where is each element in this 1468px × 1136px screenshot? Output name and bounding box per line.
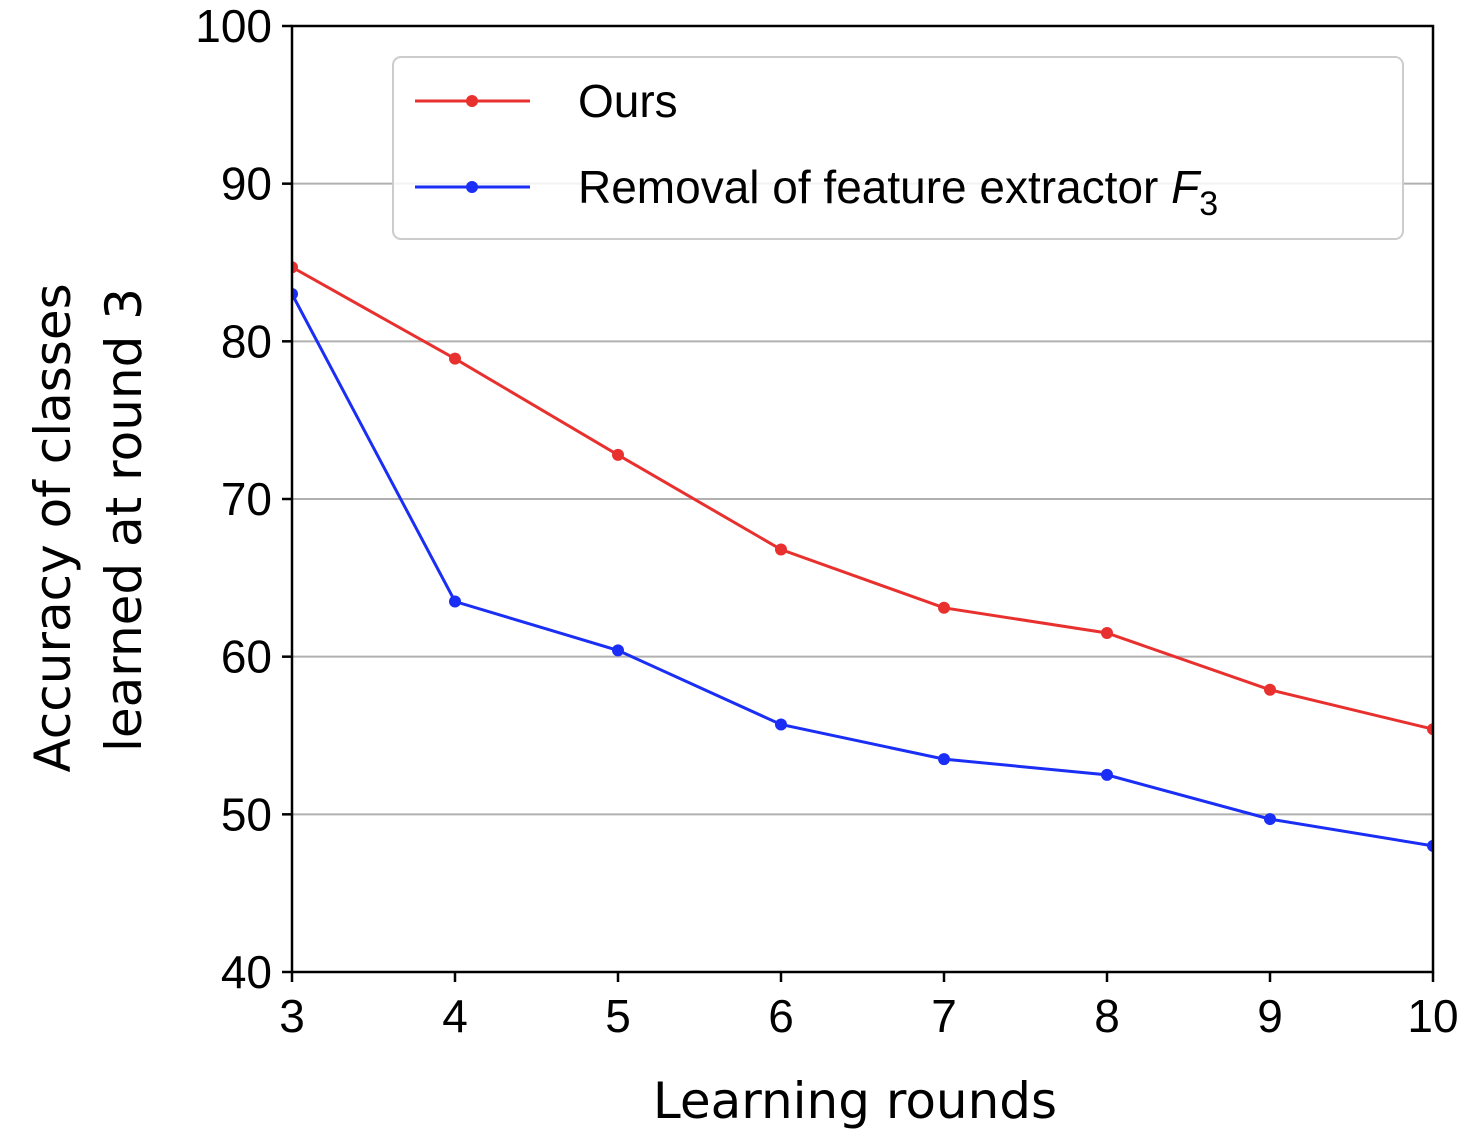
- x-tick-label-4: 4: [442, 990, 468, 1042]
- series-lines: [292, 261, 1433, 852]
- x-axis-title: Learning rounds: [653, 1072, 1057, 1130]
- x-axis: 3 4 5 6 7 8 9 10: [279, 972, 1459, 1042]
- y-tick-label-100: 100: [195, 0, 272, 52]
- series-line-0: [292, 265, 1433, 731]
- x-tick-label-8: 8: [1094, 990, 1120, 1042]
- series-1-point-7: [938, 753, 950, 766]
- x-tick-label-7: 7: [931, 990, 957, 1042]
- series-0-point-6: [775, 543, 787, 556]
- legend-label-ours: Ours: [578, 75, 678, 127]
- x-tick-label-5: 5: [605, 990, 631, 1042]
- y-axis-title-line-2: learned at round 3: [95, 288, 153, 752]
- y-tick-label-80: 80: [221, 315, 272, 367]
- gridlines: [292, 182, 1433, 816]
- series-1-point-5: [612, 644, 624, 657]
- series-1-point-8: [1101, 768, 1113, 781]
- x-tick-label-9: 9: [1257, 990, 1283, 1042]
- series-1-point-3: [292, 288, 298, 301]
- y-tick-label-90: 90: [221, 158, 272, 210]
- series-0-point-3: [292, 261, 298, 274]
- y-axis: 40 50 60 70 80 90 100: [195, 0, 292, 998]
- series-0-point-8: [1101, 627, 1113, 640]
- legend-label-removal-symbol: F: [1171, 161, 1202, 213]
- legend-marker-ours: [466, 95, 478, 107]
- y-axis-title: Accuracy of classes learned at round 3: [24, 267, 153, 772]
- legend-box: [392, 56, 1404, 240]
- y-tick-label-60: 60: [221, 631, 272, 683]
- x-tick-label-3: 3: [279, 990, 305, 1042]
- series-1-point-10: [1427, 839, 1433, 852]
- legend-label-removal-subscript: 3: [1199, 185, 1218, 223]
- y-tick-label-40: 40: [221, 946, 272, 998]
- series-0-point-5: [612, 448, 624, 461]
- series-0-point-7: [938, 601, 950, 614]
- y-axis-title-line-1: Accuracy of classes: [24, 283, 82, 772]
- y-tick-label-50: 50: [221, 788, 272, 840]
- legend: Ours Removal of feature extractor F3: [392, 56, 1404, 240]
- legend-label-removal-text: Removal of feature extractor: [578, 161, 1171, 213]
- series-0-point-4: [449, 352, 461, 365]
- legend-marker-removal: [466, 181, 478, 193]
- legend-label-removal: Removal of feature extractor F3: [578, 161, 1218, 223]
- series-1-point-9: [1264, 813, 1276, 826]
- series-0-point-10: [1427, 723, 1433, 736]
- series-0-point-9: [1264, 683, 1276, 696]
- x-tick-label-6: 6: [768, 990, 794, 1042]
- series-line-1: [292, 293, 1433, 848]
- y-tick-label-70: 70: [221, 473, 272, 525]
- series-1-point-4: [449, 595, 461, 608]
- x-tick-label-10: 10: [1407, 990, 1458, 1042]
- series-1-point-6: [775, 718, 787, 731]
